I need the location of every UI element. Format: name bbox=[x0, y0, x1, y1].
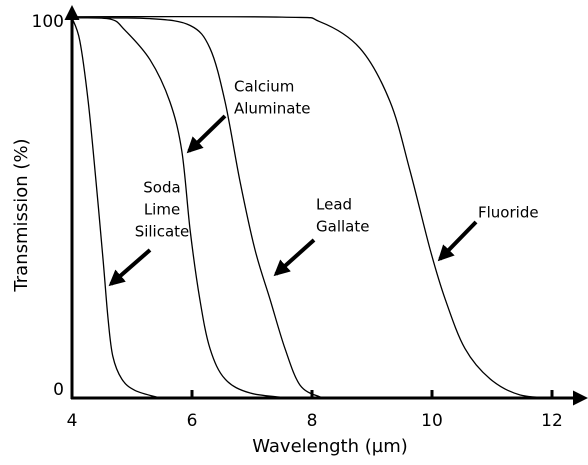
annotation-arrow bbox=[437, 220, 478, 262]
curve bbox=[71, 15, 560, 399]
annotation: Lime bbox=[144, 201, 180, 219]
y-tick-label: 100 bbox=[32, 12, 64, 32]
x-tick-label: 6 bbox=[187, 411, 198, 431]
annotation-arrow bbox=[108, 248, 152, 287]
x-tick-label: 4 bbox=[67, 411, 78, 431]
annotation: Fluoride bbox=[478, 204, 539, 222]
annotation: Soda bbox=[143, 179, 180, 197]
annotation: Lead bbox=[316, 196, 352, 214]
y-axis-label: Transmission (%) bbox=[11, 138, 32, 292]
annotation: Aluminate bbox=[234, 100, 311, 118]
curve bbox=[71, 17, 290, 399]
y-tick-label: 0 bbox=[53, 380, 64, 400]
curve bbox=[71, 17, 161, 399]
annotation: Silicate bbox=[135, 223, 190, 241]
annotation: Calcium bbox=[234, 78, 294, 96]
annotation-arrow bbox=[273, 238, 316, 277]
annotation-arrow bbox=[186, 114, 227, 154]
annotation: Gallate bbox=[316, 218, 369, 236]
x-tick-label: 10 bbox=[421, 411, 443, 431]
curve bbox=[71, 17, 331, 399]
x-tick-label: 8 bbox=[307, 411, 318, 431]
x-axis-label: Wavelength (µm) bbox=[252, 436, 408, 457]
x-tick-label: 12 bbox=[541, 411, 563, 431]
